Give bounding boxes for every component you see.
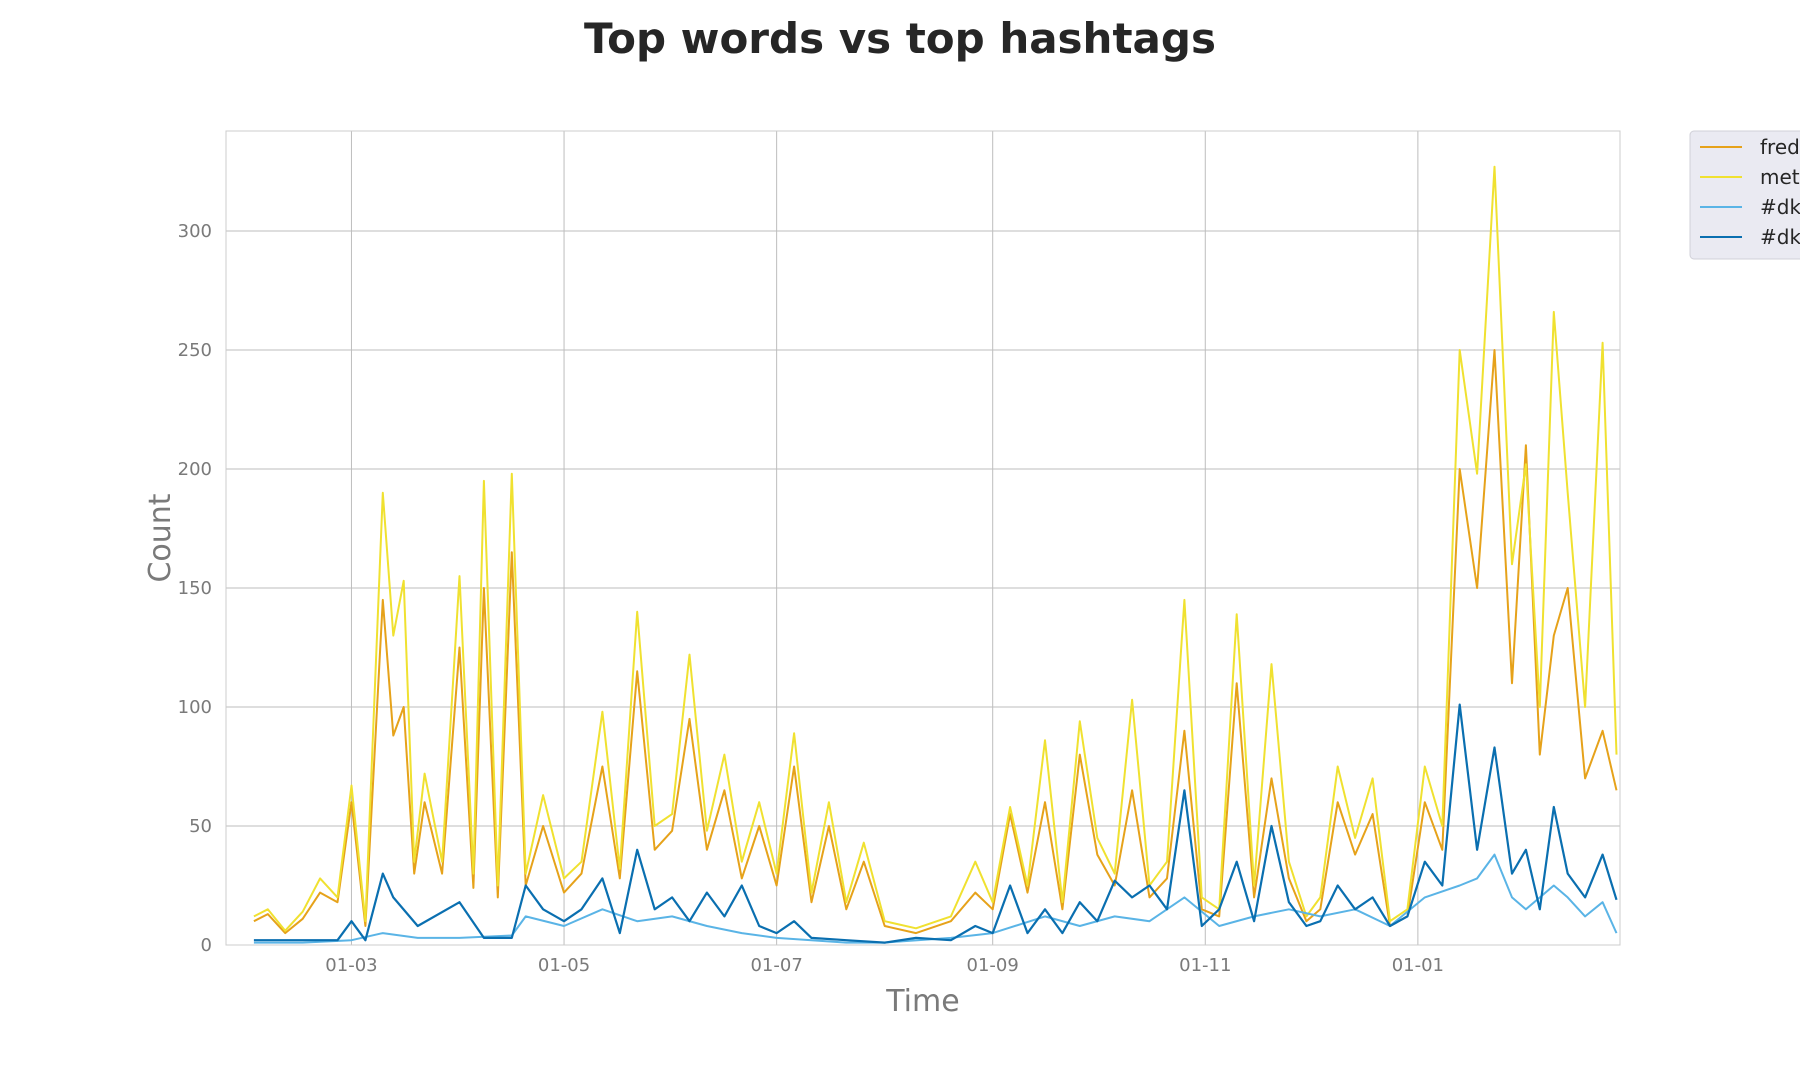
plot-area-frame: [225, 130, 1621, 946]
x-tick-label: 01-07: [750, 955, 802, 976]
axis-ticks: 0 50 100 150 200 250 300 01-03 01-05 01-07 01-09 01…: [178, 221, 1444, 976]
grid: [226, 131, 1620, 946]
y-tick-label: 250: [178, 340, 212, 361]
y-tick-label: 300: [178, 221, 212, 242]
x-tick-label: 01-03: [325, 955, 377, 976]
x-tick-label: 01-11: [1179, 955, 1231, 976]
series-line-1: [253, 165, 1618, 932]
series-line-0: [253, 349, 1618, 935]
y-tick-label: 50: [189, 816, 212, 837]
legend-label: met: [1760, 165, 1800, 189]
x-tick-label: 01-01: [1392, 955, 1444, 976]
y-axis-label: Count: [143, 493, 178, 582]
legend-box: [1689, 130, 1800, 260]
series-line-3: [253, 703, 1618, 944]
y-tick-label: 200: [178, 459, 212, 480]
x-tick-label: 01-09: [967, 955, 1019, 976]
legend: fred met #dk #dk: [1689, 130, 1800, 260]
y-tick-label: 0: [201, 935, 212, 956]
x-axis-label: Time: [885, 984, 959, 1019]
series-line-2: [253, 853, 1618, 944]
legend-label: #dk: [1760, 195, 1800, 219]
y-tick-label: 150: [178, 578, 212, 599]
series-lines: [253, 165, 1618, 944]
y-tick-label: 100: [178, 697, 212, 718]
legend-label: fred: [1760, 135, 1800, 159]
x-tick-label: 01-05: [538, 955, 590, 976]
legend-label: #dk: [1760, 225, 1800, 249]
chart-title: Top words vs top hashtags: [584, 14, 1216, 63]
